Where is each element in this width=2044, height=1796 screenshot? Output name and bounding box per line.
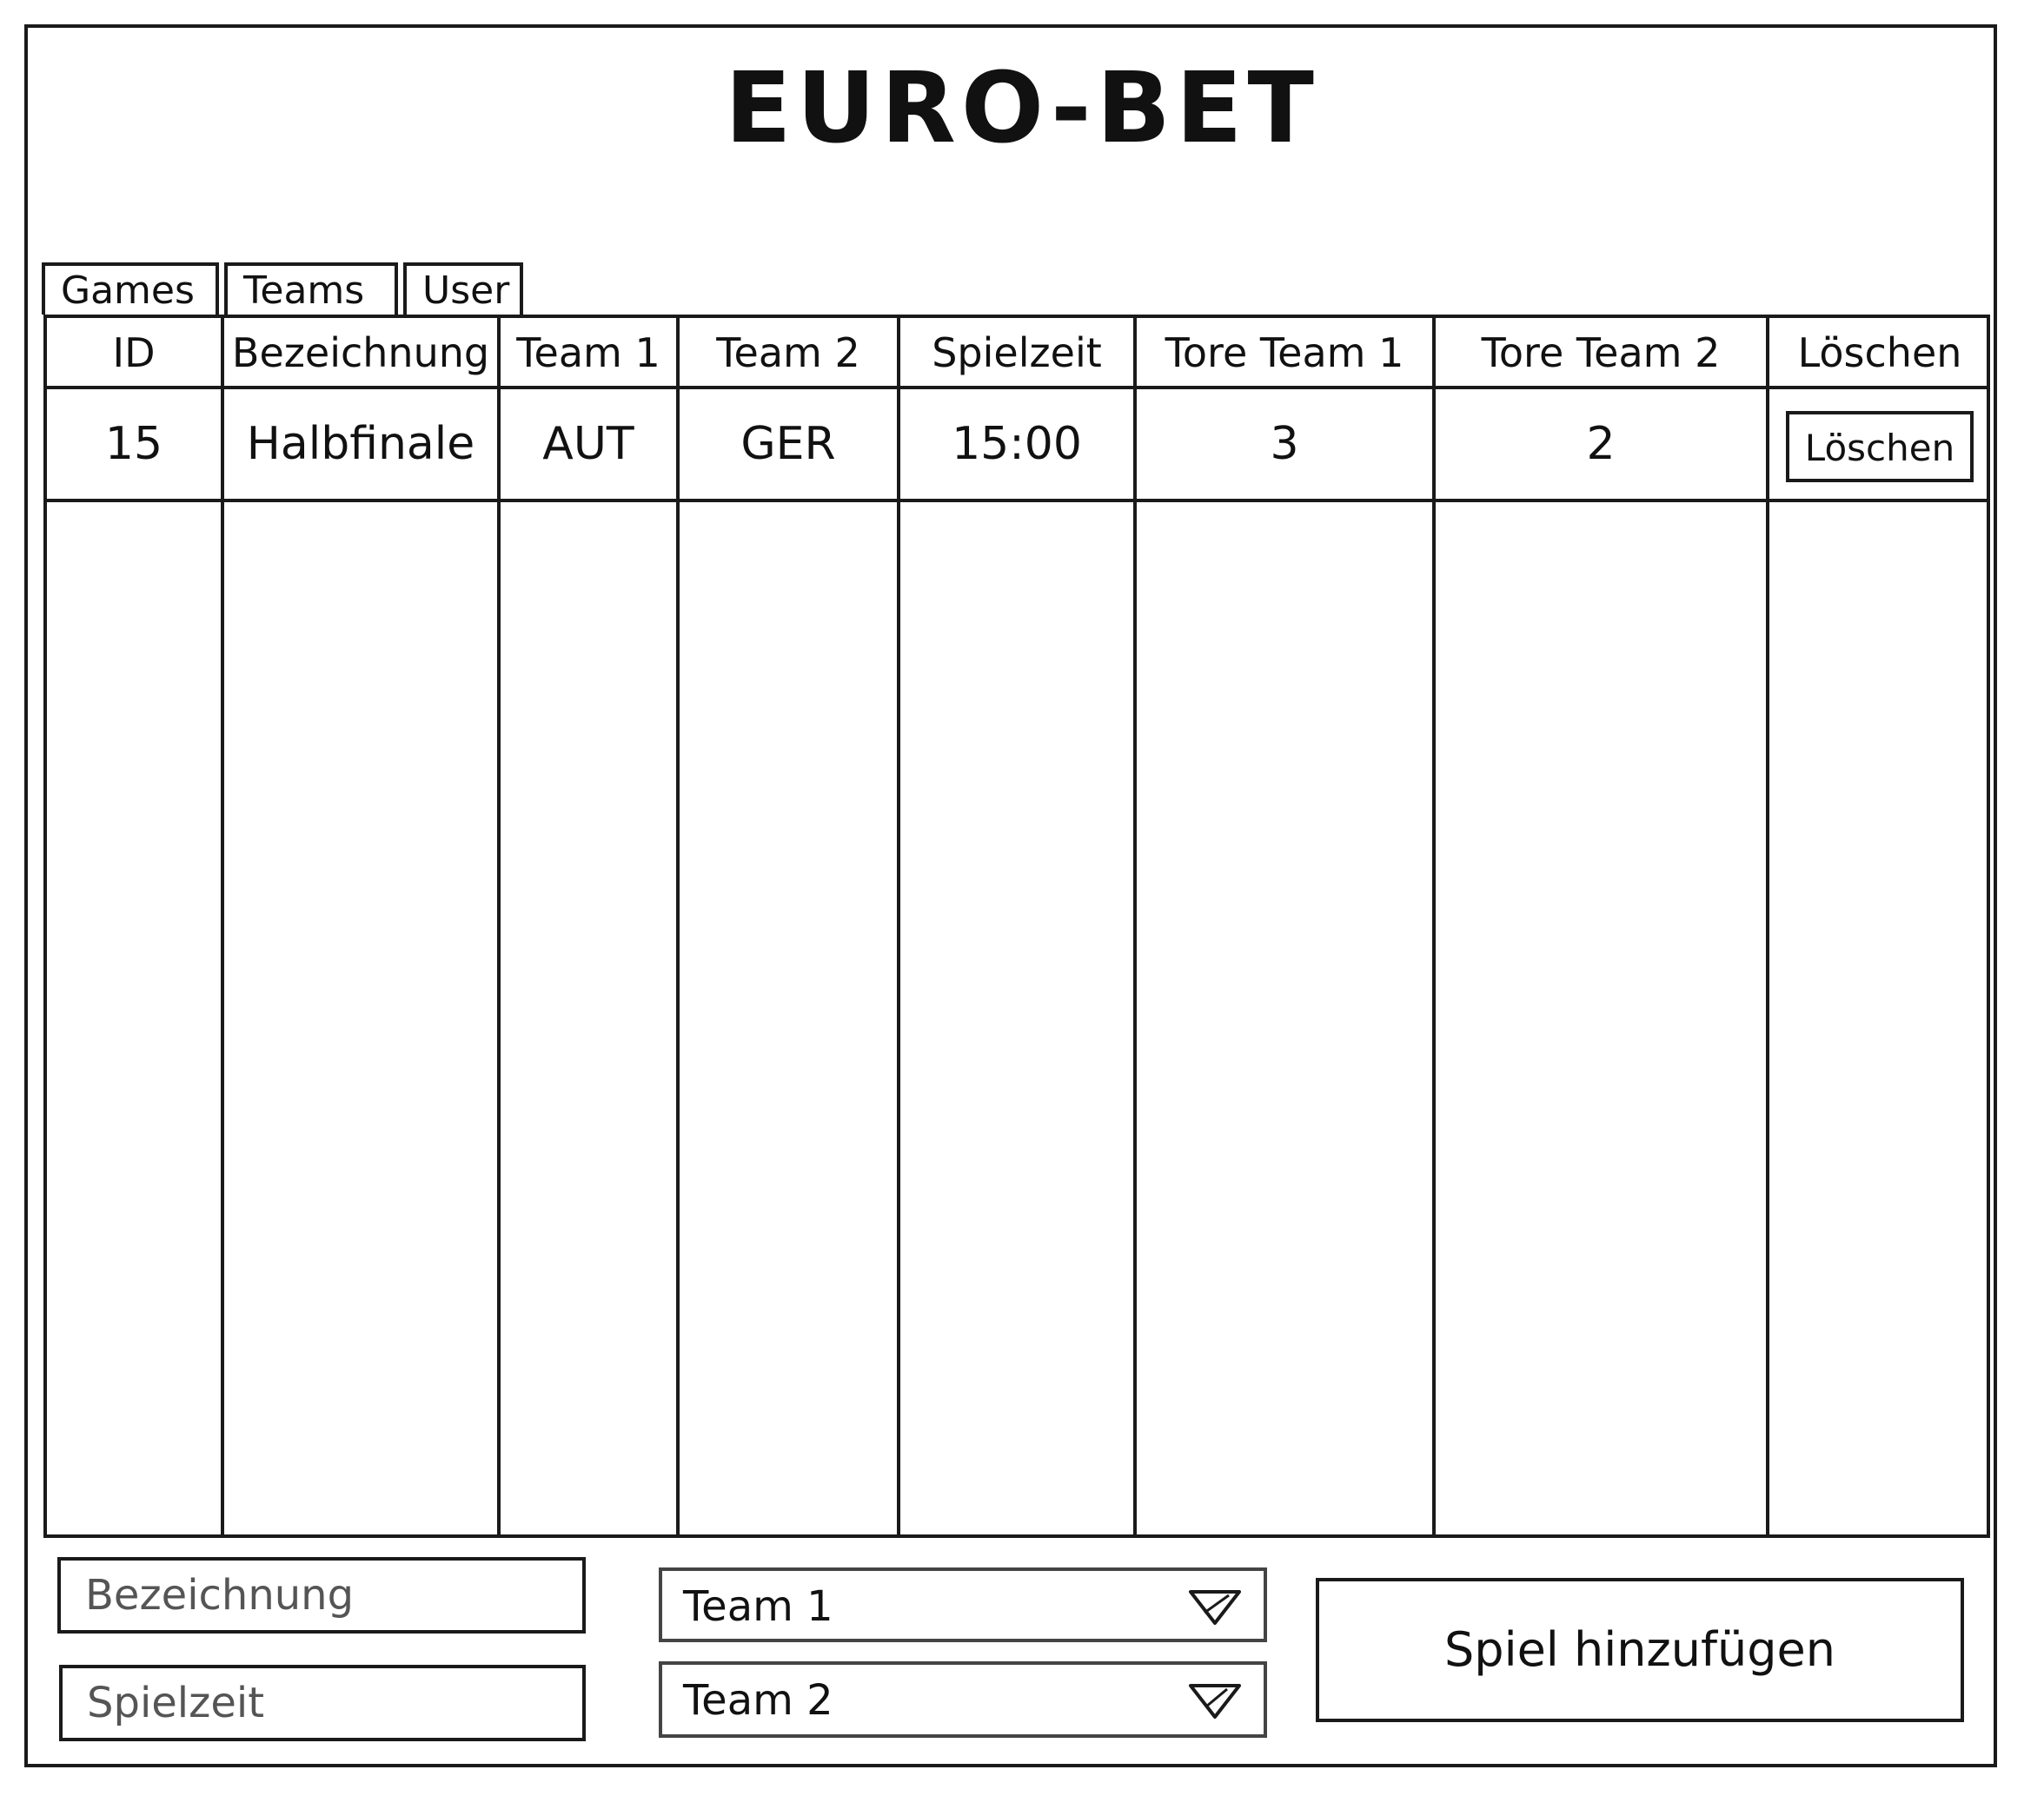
cell-loeschen: Löschen [1769, 388, 1990, 500]
column-divider [1766, 318, 1769, 1534]
column-divider [1133, 318, 1137, 1534]
column-divider [497, 318, 501, 1534]
bezeichnung-field-box [57, 1557, 586, 1634]
column-divider [676, 318, 680, 1534]
column-divider [221, 318, 224, 1534]
header-spielzeit: Spielzeit [932, 329, 1102, 376]
app-title: EURO-BET [725, 52, 1319, 165]
tab-bar: Games Teams User [42, 262, 528, 316]
cell-id: 15 [104, 418, 163, 470]
team2-select-value: Team 2 [683, 1676, 833, 1725]
cell-bezeichnung: Halbfinale [246, 418, 475, 470]
bezeichnung-input[interactable] [61, 1561, 582, 1630]
column-divider [1432, 318, 1436, 1534]
team2-select[interactable]: Team 2 [659, 1661, 1267, 1738]
header-divider [47, 386, 1987, 389]
header-loeschen: Löschen [1797, 329, 1962, 376]
spielzeit-input[interactable] [63, 1668, 582, 1738]
table-grid [47, 318, 1987, 1534]
cell-spielzeit: 15:00 [952, 418, 1082, 470]
header-id: ID [112, 329, 156, 376]
header-team2: Team 2 [716, 329, 860, 376]
cell-tore-team1: 3 [1270, 418, 1299, 470]
cell-tore-team2: 2 [1586, 418, 1616, 470]
tab-user[interactable]: User [403, 262, 523, 315]
header-tore-team2: Tore Team 2 [1481, 329, 1721, 376]
games-table: ID Bezeichnung Team 1 Team 2 Spielzeit T… [43, 315, 1990, 1538]
spielzeit-field-box [59, 1665, 586, 1741]
cell-team1: AUT [542, 418, 634, 470]
header-bezeichnung: Bezeichnung [231, 329, 490, 376]
header-team1: Team 1 [516, 329, 660, 376]
column-divider [897, 318, 900, 1534]
team1-select[interactable]: Team 1 [659, 1567, 1267, 1642]
row-divider [47, 499, 1987, 502]
add-game-button[interactable]: Spiel hinzufügen [1316, 1578, 1964, 1722]
cell-team2: GER [740, 418, 836, 470]
delete-button[interactable]: Löschen [1786, 411, 1974, 482]
chevron-down-icon [1189, 1684, 1241, 1719]
team1-select-value: Team 1 [683, 1582, 833, 1631]
tab-teams[interactable]: Teams [224, 262, 398, 315]
header-tore-team1: Tore Team 1 [1165, 329, 1404, 376]
window-frame [24, 24, 1997, 1767]
tab-games[interactable]: Games [42, 262, 219, 315]
chevron-down-icon [1189, 1590, 1241, 1625]
